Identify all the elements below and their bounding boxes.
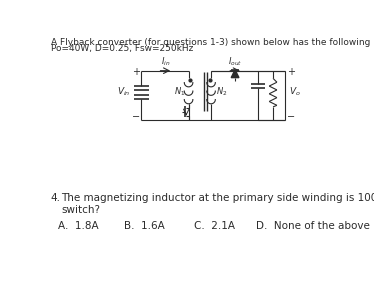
Text: $I_{out}$: $I_{out}$ <box>228 56 242 68</box>
Text: −: − <box>287 112 295 122</box>
Text: Po=40W, D=0.25, Fsw=250kHz: Po=40W, D=0.25, Fsw=250kHz <box>50 44 193 53</box>
Text: The magnetizing inductor at the primary side winding is 100uH, what is the peak : The magnetizing inductor at the primary … <box>61 193 374 215</box>
Text: B.  1.6A: B. 1.6A <box>124 221 165 231</box>
Text: $N_1$: $N_1$ <box>174 85 186 98</box>
Text: $V_{in}$: $V_{in}$ <box>117 85 131 98</box>
Text: +: + <box>287 67 295 77</box>
Text: D.  None of the above: D. None of the above <box>256 221 370 231</box>
Text: $V_o$: $V_o$ <box>289 85 300 98</box>
Text: A Flyback converter (for questions 1-3) shown below has the following parameters: A Flyback converter (for questions 1-3) … <box>50 38 374 47</box>
Text: A.  1.8A: A. 1.8A <box>58 221 99 231</box>
Text: $N_2$: $N_2$ <box>216 85 227 98</box>
Text: $I_{in}$: $I_{in}$ <box>160 56 170 68</box>
Text: C.  2.1A: C. 2.1A <box>194 221 235 231</box>
Text: 4.: 4. <box>50 193 61 203</box>
Polygon shape <box>231 70 239 78</box>
Text: −: − <box>132 112 140 122</box>
Text: +: + <box>132 67 140 77</box>
